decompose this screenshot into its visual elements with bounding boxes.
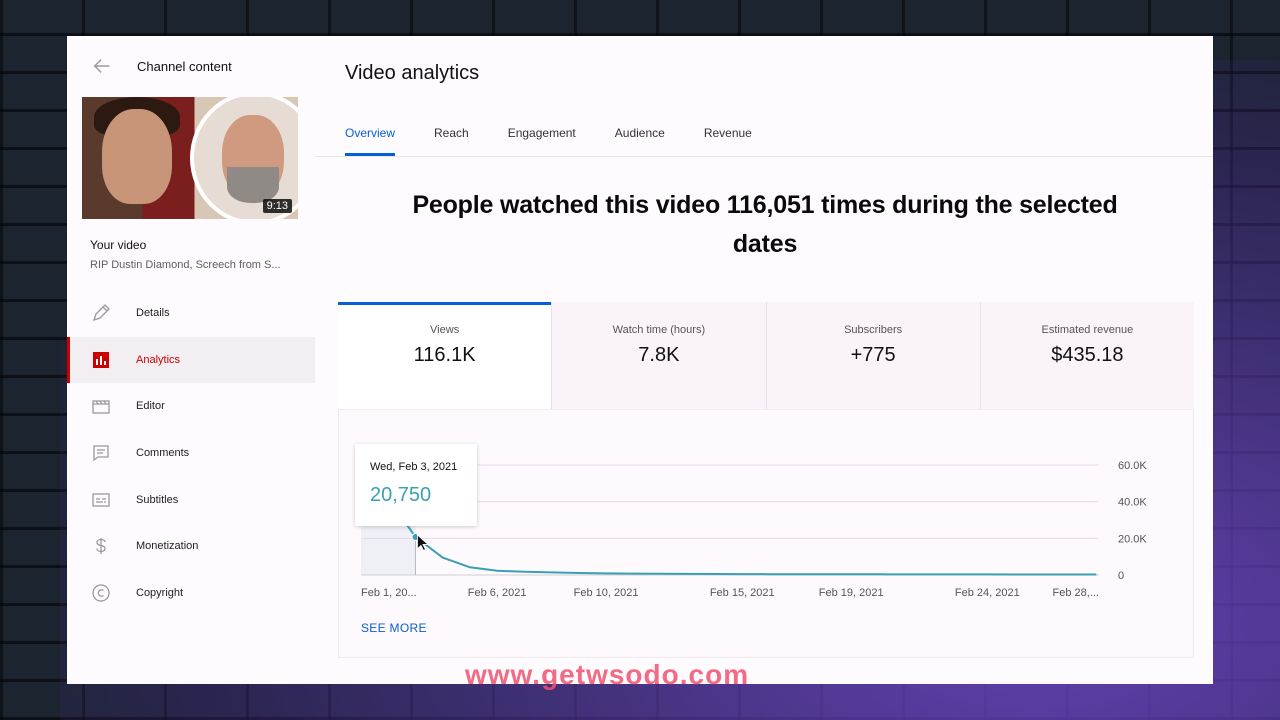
metric-watch-time[interactable]: Watch time (hours) 7.8K	[552, 302, 767, 409]
thumbnail-art	[227, 167, 279, 203]
sidebar-item-monetization[interactable]: Monetization	[67, 523, 315, 570]
headline: People watched this video 116,051 times …	[412, 191, 1118, 258]
y-tick-label: 0	[1118, 570, 1124, 582]
analytics-tabs: Overview Reach Engagement Audience Reven…	[345, 126, 791, 156]
sidebar-item-label: Subtitles	[136, 493, 179, 506]
metric-value: $435.18	[1051, 344, 1124, 366]
channel-content-label: Channel content	[137, 58, 232, 74]
y-tick-label: 40.0K	[1118, 497, 1147, 509]
metric-value: +775	[850, 344, 896, 366]
tab-revenue[interactable]: Revenue	[703, 126, 752, 140]
tab-engagement[interactable]: Engagement	[507, 126, 576, 140]
x-tick-label: Feb 19, 2021	[819, 587, 884, 599]
dollar-icon	[91, 536, 111, 556]
metric-label: Watch time (hours)	[612, 324, 706, 336]
clapperboard-icon	[91, 396, 111, 416]
y-tick-label: 60.0K	[1118, 460, 1147, 472]
tooltip-date: Wed, Feb 3, 2021	[370, 461, 458, 473]
sidebar-item-label: Details	[136, 307, 170, 320]
x-tick-label: Feb 15, 2021	[710, 587, 775, 599]
x-tick-label: Feb 6, 2021	[468, 587, 527, 599]
sidebar: Channel content 9:13 Your video RIP Dust…	[67, 36, 315, 684]
metric-value: 7.8K	[638, 344, 680, 366]
chart-tooltip: Wed, Feb 3, 2021 20,750	[355, 444, 477, 526]
sidebar-item-label: Editor	[136, 400, 165, 413]
subtitles-icon	[91, 490, 111, 510]
see-more-link[interactable]: SEE MORE	[361, 621, 427, 635]
metric-value: 116.1K	[413, 344, 476, 366]
sidebar-item-label: Comments	[136, 447, 190, 460]
thumbnail-art	[102, 109, 172, 204]
metric-cards: Views 116.1K Watch time (hours) 7.8K Sub…	[338, 302, 1194, 410]
video-title: RIP Dustin Diamond, Screech from S...	[90, 259, 281, 271]
metric-views[interactable]: Views 116.1K	[338, 302, 553, 409]
sidebar-item-details[interactable]: Details	[67, 290, 315, 337]
x-tick-label: Feb 28,...	[1053, 587, 1099, 599]
your-video-label: Your video	[90, 238, 147, 252]
studio-window: Channel content 9:13 Your video RIP Dust…	[67, 36, 1213, 684]
metric-label: Estimated revenue	[1041, 324, 1134, 336]
tooltip-value: 20,750	[370, 484, 432, 506]
views-chart-card	[338, 410, 1194, 658]
metric-estimated-revenue[interactable]: Estimated revenue $435.18	[980, 302, 1194, 409]
y-tick-label: 20.0K	[1118, 533, 1147, 545]
sidebar-item-subtitles[interactable]: Subtitles	[67, 476, 315, 523]
analytics-icon	[91, 350, 111, 370]
sidebar-item-label: Analytics	[136, 353, 181, 366]
sidebar-nav: Details Analytics Editor Comments	[67, 290, 315, 616]
video-thumbnail[interactable]: 9:13	[82, 97, 298, 219]
sidebar-item-label: Copyright	[136, 586, 184, 599]
x-tick-label: Feb 1, 20...	[361, 587, 417, 599]
sidebar-item-analytics[interactable]: Analytics	[67, 336, 315, 384]
views-series-line	[360, 496, 1097, 576]
metric-label: Subscribers	[844, 324, 903, 336]
sidebar-item-copyright[interactable]: Copyright	[67, 570, 315, 617]
metric-label: Views	[430, 324, 460, 336]
page-title: Video analytics	[345, 62, 480, 84]
metric-subscribers[interactable]: Subscribers +775	[766, 302, 981, 409]
pencil-icon	[91, 303, 111, 323]
x-tick-label: Feb 24, 2021	[955, 587, 1020, 599]
tab-overview[interactable]: Overview	[345, 126, 396, 156]
x-tick-label: Feb 10, 2021	[574, 587, 639, 599]
tab-audience[interactable]: Audience	[614, 126, 665, 140]
views-line-chart[interactable]: 0 20.0K 40.0K 60.0K Feb 1, 20... Feb 6, 2021 F…	[67, 36, 1213, 684]
mouse-cursor-icon	[417, 534, 430, 551]
sidebar-item-comments[interactable]: Comments	[67, 430, 315, 477]
tabs-divider	[315, 156, 1213, 157]
watermark-text: www.getwsodo.com	[465, 659, 750, 690]
tab-reach[interactable]: Reach	[434, 126, 469, 140]
back-row[interactable]: Channel content	[91, 54, 232, 78]
back-arrow-icon[interactable]	[91, 55, 113, 77]
comments-icon	[91, 443, 111, 463]
copyright-icon	[91, 583, 111, 603]
sidebar-item-editor[interactable]: Editor	[67, 383, 315, 430]
sidebar-item-label: Monetization	[136, 540, 199, 553]
video-duration-badge: 9:13	[262, 199, 292, 213]
